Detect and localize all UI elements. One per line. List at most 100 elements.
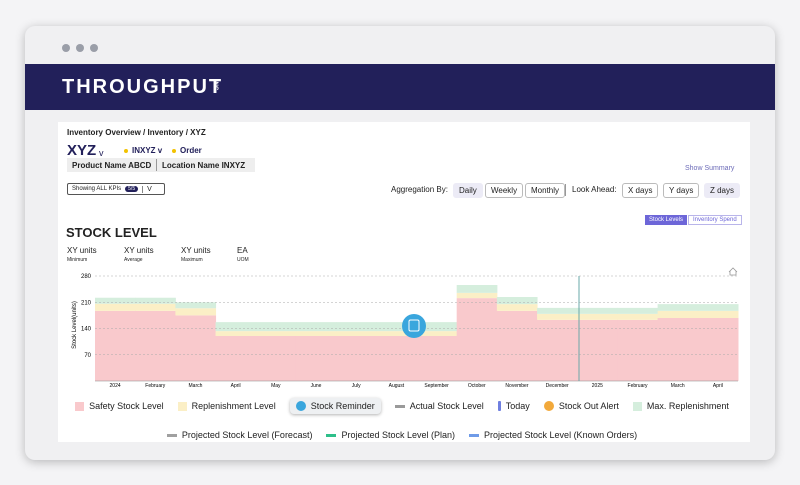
legend-item[interactable]: Projected Stock Level (Forecast) (166, 430, 312, 440)
x-tick-label: February (145, 383, 166, 389)
legend-marker (326, 433, 337, 437)
area-segment (336, 331, 377, 336)
legend-item[interactable]: Stock Out Alert (543, 398, 619, 414)
x-tick-label: November (505, 383, 528, 389)
area-segment (577, 313, 618, 320)
view-toggle-option[interactable]: Stock Levels (645, 215, 688, 225)
x-tick-label: March (671, 383, 685, 389)
legend-marker (543, 401, 554, 411)
x-tick-label: October (468, 383, 486, 389)
x-tick-label: 2025 (592, 383, 603, 389)
area-segment (416, 322, 458, 332)
legend-item[interactable]: Actual Stock Level (394, 398, 484, 414)
view-toggle-option[interactable]: Inventory Spend (688, 215, 742, 225)
legend-label: Projected Stock Level (Known Orders) (484, 430, 638, 440)
item-code: XYZ (67, 142, 97, 159)
legend-marker (166, 433, 177, 437)
x-tick-label: April (231, 383, 241, 389)
area-segment (175, 308, 217, 316)
legend-label: Replenishment Level (191, 401, 276, 411)
x-tick-label: April (713, 383, 723, 389)
area-segment (295, 322, 337, 332)
show-summary[interactable]: Show Summary (685, 165, 735, 172)
brand[interactable]: THROUGHPUT (62, 76, 224, 98)
tag[interactable]: INXYZ v (124, 146, 162, 155)
area-segment (617, 307, 659, 314)
kpi-caret: V (142, 185, 152, 193)
legend-item[interactable]: Projected Stock Level (Plan) (326, 430, 455, 440)
area-segment (496, 297, 538, 305)
x-tick-label: September (424, 383, 449, 389)
breadcrumb[interactable]: Inventory Overview / Inventory / XYZ (67, 128, 206, 137)
kpi-badge: 5/5 (125, 186, 139, 192)
area-segment (617, 313, 659, 320)
tag-dot (124, 148, 128, 153)
stat-value: XY units (67, 246, 97, 255)
stat-value: XY units (181, 246, 211, 255)
divider (156, 159, 157, 171)
legend-marker (177, 401, 187, 411)
divider (565, 184, 566, 196)
area-segment (135, 303, 176, 311)
legend-marker (295, 401, 306, 411)
area-segment (697, 304, 739, 311)
legend-item[interactable]: Projected Stock Level (Known Orders) (469, 430, 637, 440)
stock-reminder-icon (402, 314, 426, 338)
look-ahead-option[interactable]: Z days (704, 183, 741, 198)
area-segment (376, 336, 417, 381)
aggregation-label: Aggregation By: (391, 185, 448, 194)
legend-label: Today (505, 401, 530, 411)
area-segment (175, 315, 217, 381)
x-tick-label: May (271, 383, 281, 389)
area-segment (537, 307, 578, 314)
area-segment (416, 331, 458, 336)
area-segment (657, 310, 699, 318)
y-tick-label: 280 (81, 274, 92, 280)
area-segment (617, 319, 659, 381)
area-segment (135, 310, 176, 381)
window-dot (90, 44, 98, 52)
legend-item[interactable]: Safety Stock Level (75, 398, 164, 414)
area-segment (95, 297, 136, 304)
area-segment (376, 331, 417, 336)
area-segment (255, 336, 297, 381)
tag[interactable]: Order (172, 146, 202, 155)
area-segment (456, 292, 498, 299)
stat-label: Minimum (67, 257, 88, 263)
item-caret[interactable]: v (99, 148, 104, 158)
legend-marker (497, 401, 501, 411)
area-segment (697, 310, 739, 318)
area-segment (95, 310, 136, 381)
x-tick-label: February (628, 383, 649, 389)
x-tick-label: March (189, 383, 203, 389)
aggregation-option[interactable]: Monthly (525, 183, 566, 198)
area-segment (295, 331, 337, 336)
area-segment (336, 336, 377, 381)
kpi-filter[interactable]: Showing ALL KPIs 5/5 V (67, 183, 165, 195)
home-icon[interactable] (728, 267, 738, 276)
item-info-bar (67, 158, 255, 172)
area-segment (336, 322, 377, 332)
window-dot (76, 44, 84, 52)
x-tick-label: August (389, 383, 405, 389)
aggregation-option[interactable]: Weekly (485, 183, 524, 198)
stock-reminder-glyph (408, 319, 420, 332)
x-tick-label: July (352, 383, 361, 389)
area-segment (255, 331, 297, 336)
aggregation-option[interactable]: Daily (453, 183, 483, 198)
area-segment (95, 303, 136, 311)
tag-text: INXYZ v (132, 146, 163, 155)
legend-item[interactable]: Stock Reminder (289, 398, 381, 414)
area-segment (537, 313, 578, 320)
section-title: STOCK LEVEL (66, 225, 157, 240)
legend-item[interactable]: Today (497, 398, 530, 414)
look-ahead-option[interactable]: Y days (663, 183, 700, 198)
x-tick-label: December (546, 383, 569, 389)
legend-marker (469, 433, 480, 437)
area-segment (295, 336, 337, 381)
area-segment (255, 322, 297, 332)
legend-item[interactable]: Replenishment Level (177, 398, 276, 414)
y-tick-label: 140 (81, 327, 92, 333)
legend-item[interactable]: Max. Replenishment (632, 398, 729, 414)
look-ahead-option[interactable]: X days (622, 183, 659, 198)
